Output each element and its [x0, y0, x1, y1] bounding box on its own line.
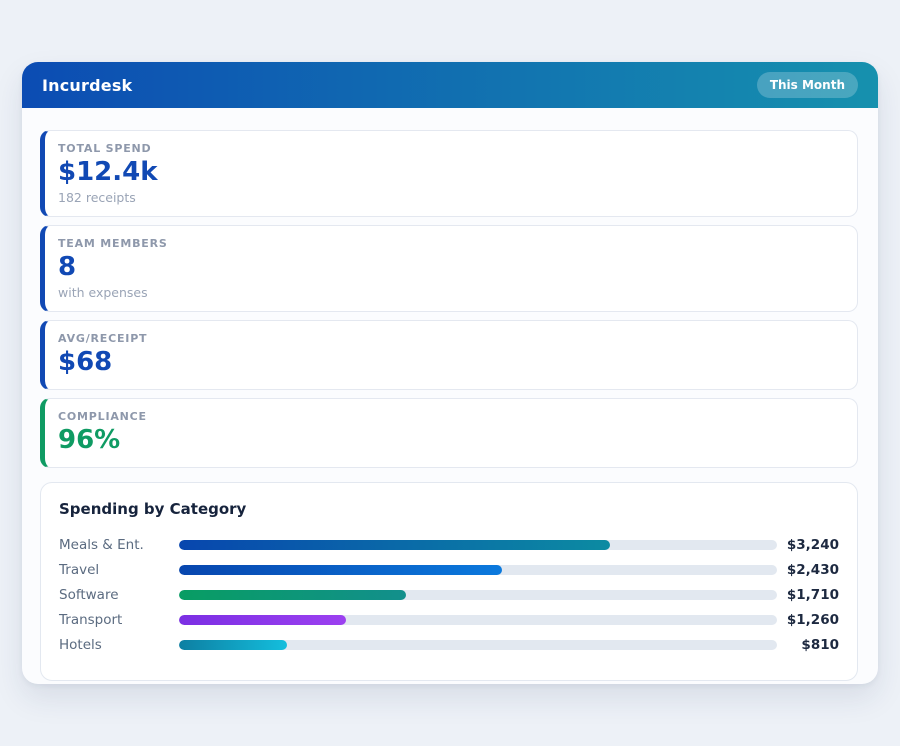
- app-title: Incurdesk: [42, 75, 133, 95]
- stat-card-team-members: TEAM MEMBERS 8 with expenses: [40, 224, 858, 312]
- chart-row-hotels: Hotels $810: [59, 633, 839, 658]
- chart-row-transport: Transport $1,260: [59, 608, 839, 633]
- stat-value: $68: [58, 346, 113, 377]
- bar-track: [179, 540, 777, 551]
- category-value: $2,430: [786, 562, 839, 579]
- bar-fill: [179, 615, 347, 626]
- bar-track: [179, 590, 777, 601]
- stat-card-compliance: COMPLIANCE 96%: [40, 397, 858, 468]
- category-value: $810: [801, 637, 839, 654]
- category-value: $3,240: [786, 537, 839, 554]
- dashboard-body: TOTAL SPEND $12.4k 182 receipts TEAM MEM…: [22, 108, 878, 684]
- stat-label: TEAM MEMBERS: [58, 236, 168, 250]
- app-header: Incurdesk This Month: [22, 62, 878, 108]
- stat-label: AVG/RECEIPT: [58, 331, 148, 345]
- spending-by-category-chart: Spending by Category Meals & Ent. $3,240…: [40, 481, 858, 681]
- category-value: $1,260: [786, 612, 839, 629]
- category-label: Meals & Ent.: [59, 537, 144, 554]
- stat-value: $12.4k: [58, 157, 158, 187]
- category-value: $1,710: [786, 587, 839, 604]
- bar-track: [179, 615, 777, 626]
- category-label: Transport: [59, 612, 123, 629]
- stat-subtext: 182 receipts: [58, 189, 136, 205]
- stat-value: 8: [58, 251, 77, 282]
- bar-fill: [179, 640, 287, 651]
- stat-label: TOTAL SPEND: [58, 142, 152, 155]
- bar-track: [179, 640, 777, 651]
- chart-row-meals: Meals & Ent. $3,240: [59, 533, 839, 558]
- stat-label: COMPLIANCE: [58, 409, 147, 423]
- chart-row-software: Software $1,710: [59, 583, 839, 608]
- stat-subtext: with expenses: [58, 284, 148, 300]
- category-label: Travel: [59, 562, 100, 579]
- period-filter-badge[interactable]: This Month: [756, 72, 858, 98]
- stat-card-avg-receipt: AVG/RECEIPT $68: [40, 319, 858, 390]
- category-label: Hotels: [59, 637, 102, 654]
- dashboard-window: Incurdesk This Month TOTAL SPEND $12.4k …: [22, 62, 878, 684]
- stat-value: 96%: [58, 424, 121, 455]
- bar-fill: [179, 590, 407, 601]
- bar-fill: [179, 565, 502, 576]
- bar-track: [179, 565, 777, 576]
- bar-fill: [179, 540, 610, 551]
- chart-row-travel: Travel $2,430: [59, 558, 839, 583]
- stat-card-total-spend: TOTAL SPEND $12.4k 182 receipts: [40, 130, 858, 217]
- chart-title: Spending by Category: [59, 499, 247, 518]
- category-label: Software: [59, 587, 119, 604]
